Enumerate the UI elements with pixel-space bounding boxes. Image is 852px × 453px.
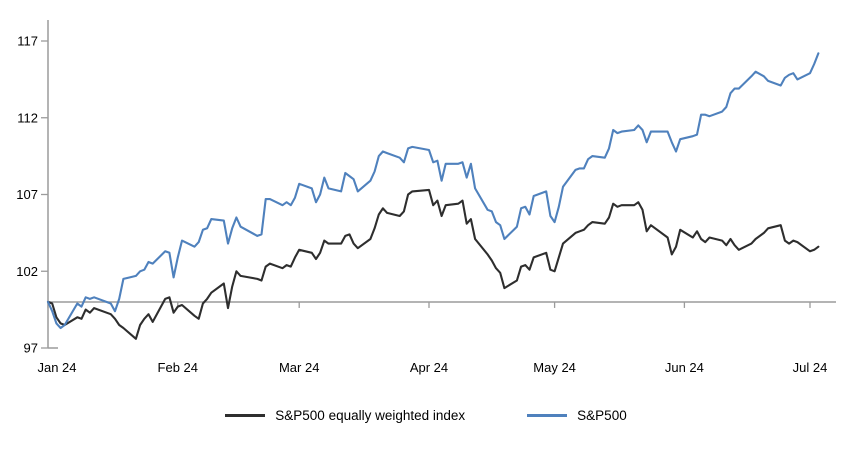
x-tick-label: May 24 bbox=[533, 360, 576, 375]
legend-item-equal-weighted: S&P500 equally weighted index bbox=[225, 408, 465, 423]
x-tick-label: Jan 24 bbox=[37, 360, 76, 375]
series-line-sp500 bbox=[46, 52, 820, 330]
y-tick-label: 117 bbox=[17, 34, 38, 49]
y-tick-label: 107 bbox=[16, 187, 38, 202]
x-tick-label: Mar 24 bbox=[279, 360, 319, 375]
y-tick-label: 97 bbox=[24, 341, 38, 356]
x-tick-label: Jun 24 bbox=[665, 360, 704, 375]
legend-item-sp500: S&P500 bbox=[527, 408, 627, 423]
series-line-equal-weighted bbox=[46, 188, 820, 340]
chart-legend: S&P500 equally weighted index S&P500 bbox=[0, 408, 852, 423]
legend-line-swatch-sp500 bbox=[527, 414, 568, 417]
legend-label-sp500: S&P500 bbox=[577, 408, 627, 423]
x-tick-label: Jul 24 bbox=[793, 360, 828, 375]
y-tick-label: 102 bbox=[16, 264, 38, 279]
legend-label-equal-weighted: S&P500 equally weighted index bbox=[275, 408, 466, 423]
y-tick-label: 112 bbox=[17, 110, 38, 125]
plot-area: 97 102 107 112 117 Jan 24 Feb 24 Mar 24 Apr 24 Ma… bbox=[16, 20, 836, 375]
x-tick-label: Apr 24 bbox=[410, 360, 448, 375]
legend-line-swatch-equal-weighted bbox=[225, 414, 266, 417]
x-tick-label: Feb 24 bbox=[158, 360, 198, 375]
